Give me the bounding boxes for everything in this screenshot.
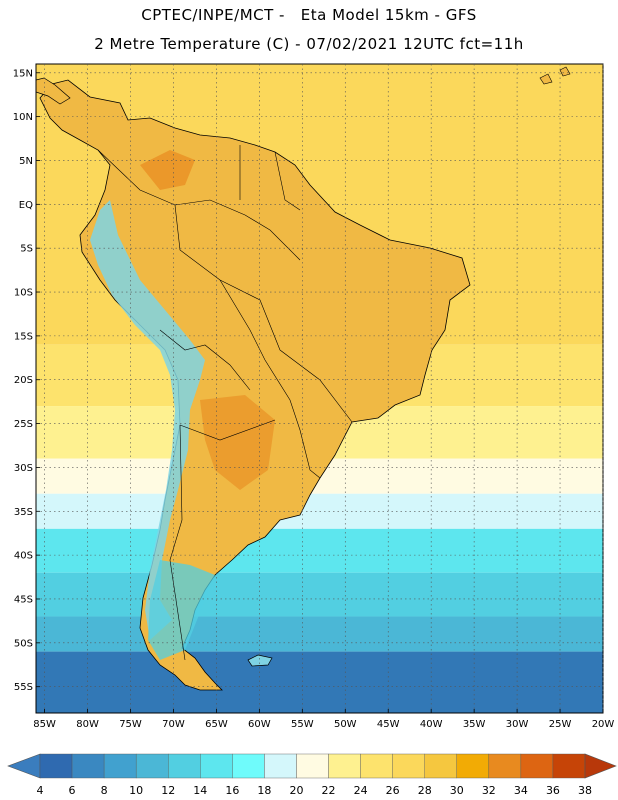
colorbar-label: 34 xyxy=(514,784,528,797)
falkland-islands xyxy=(247,654,273,667)
lat-tick-label: 35S xyxy=(14,507,33,518)
colorbar-swatch xyxy=(328,753,361,779)
colorbar-label: 22 xyxy=(322,784,336,797)
lon-tick-label: 45W xyxy=(377,719,400,730)
colorbar-swatch xyxy=(520,753,554,779)
colorbar-swatch xyxy=(135,753,169,779)
caribbean-islands xyxy=(539,66,571,85)
colorbar-swatch xyxy=(552,753,586,779)
lon-tick-label: 80W xyxy=(76,719,99,730)
lat-tick-label: EQ xyxy=(19,200,33,211)
ocean-band-12-14 xyxy=(36,572,603,617)
colorbar-label: 16 xyxy=(225,784,239,797)
colorbar-label: 8 xyxy=(101,784,108,797)
colorbar-swatch xyxy=(232,753,265,779)
colorbar-label: 32 xyxy=(482,784,496,797)
colorbar-swatch xyxy=(168,753,201,779)
colorbar-label: 18 xyxy=(257,784,271,797)
lon-tick-label: 40W xyxy=(420,719,443,730)
lon-tick-label: 60W xyxy=(248,719,271,730)
lat-tick-label: 5N xyxy=(19,156,33,167)
lat-tick-label: 45S xyxy=(14,594,33,605)
latitude-axis: 15N 10N 5N EQ 5S 10S 15S 20S 25S 30S 35S 40S 45S 50S 5… xyxy=(13,68,40,693)
colorbar-low-arrow xyxy=(7,753,41,779)
lon-tick-label: 70W xyxy=(162,719,185,730)
ocean-band-10-12 xyxy=(36,616,603,652)
lon-tick-label: 50W xyxy=(334,719,357,730)
title-line-2: 2 Metre Temperature (C) - 07/02/2021 12U… xyxy=(94,35,524,53)
lat-tick-label: 10N xyxy=(13,112,33,123)
colorbar-label: 12 xyxy=(161,784,175,797)
colorbar-swatch xyxy=(71,753,105,779)
central-america xyxy=(36,77,71,105)
colorbar-label: 20 xyxy=(289,784,303,797)
colorbar-label: 26 xyxy=(386,784,400,797)
lat-tick-label: 15N xyxy=(13,68,33,79)
colorbar-label: 6 xyxy=(69,784,76,797)
colorbar-label: 36 xyxy=(546,784,560,797)
lon-tick-label: 55W xyxy=(291,719,314,730)
colorbar-labels: 4 6 8 10 12 14 16 18 20 22 24 26 28 30 32 34 36 38 xyxy=(37,784,593,797)
title-line-1: CPTEC/INPE/MCT - Eta Model 15km - GFS xyxy=(141,6,477,24)
colorbar-swatch xyxy=(39,753,73,779)
lat-tick-label: 10S xyxy=(14,288,33,299)
lon-tick-label: 30W xyxy=(506,719,529,730)
colorbar-label: 24 xyxy=(354,784,368,797)
colorbar-swatch xyxy=(392,753,425,779)
lon-tick-label: 65W xyxy=(205,719,228,730)
lon-tick-label: 20W xyxy=(592,719,615,730)
lat-tick-label: 55S xyxy=(14,682,33,693)
ocean-band-6-10 xyxy=(36,651,603,713)
colorbar-swatch xyxy=(456,753,490,779)
lon-tick-label: 85W xyxy=(33,719,56,730)
colorbar-swatch xyxy=(264,753,297,779)
lon-tick-label: 75W xyxy=(119,719,142,730)
hot-spot-chaco xyxy=(200,395,275,490)
colorbar-high-arrow xyxy=(584,753,617,779)
colorbar-swatch xyxy=(200,753,233,779)
plot-area xyxy=(36,64,603,713)
colorbar-label: 28 xyxy=(418,784,432,797)
colorbar-label: 4 xyxy=(37,784,44,797)
land-temperature-field xyxy=(36,66,571,691)
lon-tick-label: 35W xyxy=(463,719,486,730)
colorbar-swatch xyxy=(103,753,137,779)
longitude-axis: 85W 80W 75W 70W 65W 60W 55W 50W 45W 40W 35W 30W 25W 2… xyxy=(33,709,614,730)
colorbar-swatch xyxy=(488,753,522,779)
lon-tick-label: 25W xyxy=(549,719,572,730)
ocean-band-14-16 xyxy=(36,528,603,573)
lat-tick-label: 30S xyxy=(14,463,33,474)
colorbar-label: 14 xyxy=(193,784,207,797)
colorbar-label: 10 xyxy=(129,784,143,797)
colorbar-swatch xyxy=(424,753,457,779)
lat-tick-label: 25S xyxy=(14,419,33,430)
graticule xyxy=(36,64,604,713)
country-borders xyxy=(97,145,353,661)
southern-cone-cool-zone xyxy=(148,560,215,660)
lat-tick-label: 15S xyxy=(14,331,33,342)
andes-cool-zone xyxy=(90,200,205,640)
colorbar-label: 30 xyxy=(450,784,464,797)
colorbar-label: 38 xyxy=(578,784,592,797)
lat-tick-label: 50S xyxy=(14,638,33,649)
temperature-colorbar xyxy=(7,753,617,779)
lat-tick-label: 5S xyxy=(20,244,33,255)
colorbar-swatch xyxy=(296,753,329,779)
lat-tick-label: 20S xyxy=(14,375,33,386)
hot-spot-north xyxy=(140,150,195,190)
colorbar-swatch xyxy=(360,753,393,779)
lat-tick-label: 40S xyxy=(14,551,33,562)
